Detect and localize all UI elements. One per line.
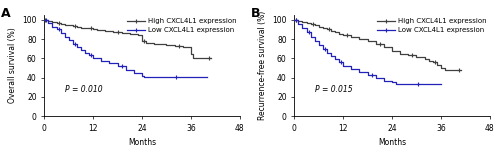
Y-axis label: Recurrence-free survival (%): Recurrence-free survival (%)	[258, 11, 266, 120]
Legend: High CXCL4L1 expression, Low CXCL4L1 expression: High CXCL4L1 expression, Low CXCL4L1 exp…	[378, 19, 486, 33]
Text: A: A	[2, 7, 11, 20]
Text: P = 0.010: P = 0.010	[64, 85, 102, 94]
Legend: High CXCL4L1 expression, Low CXCL4L1 expression: High CXCL4L1 expression, Low CXCL4L1 exp…	[128, 19, 236, 33]
X-axis label: Months: Months	[128, 138, 156, 147]
Text: B: B	[252, 7, 261, 20]
X-axis label: Months: Months	[378, 138, 406, 147]
Y-axis label: Overall survival (%): Overall survival (%)	[8, 28, 16, 103]
Text: P = 0.015: P = 0.015	[314, 85, 352, 94]
